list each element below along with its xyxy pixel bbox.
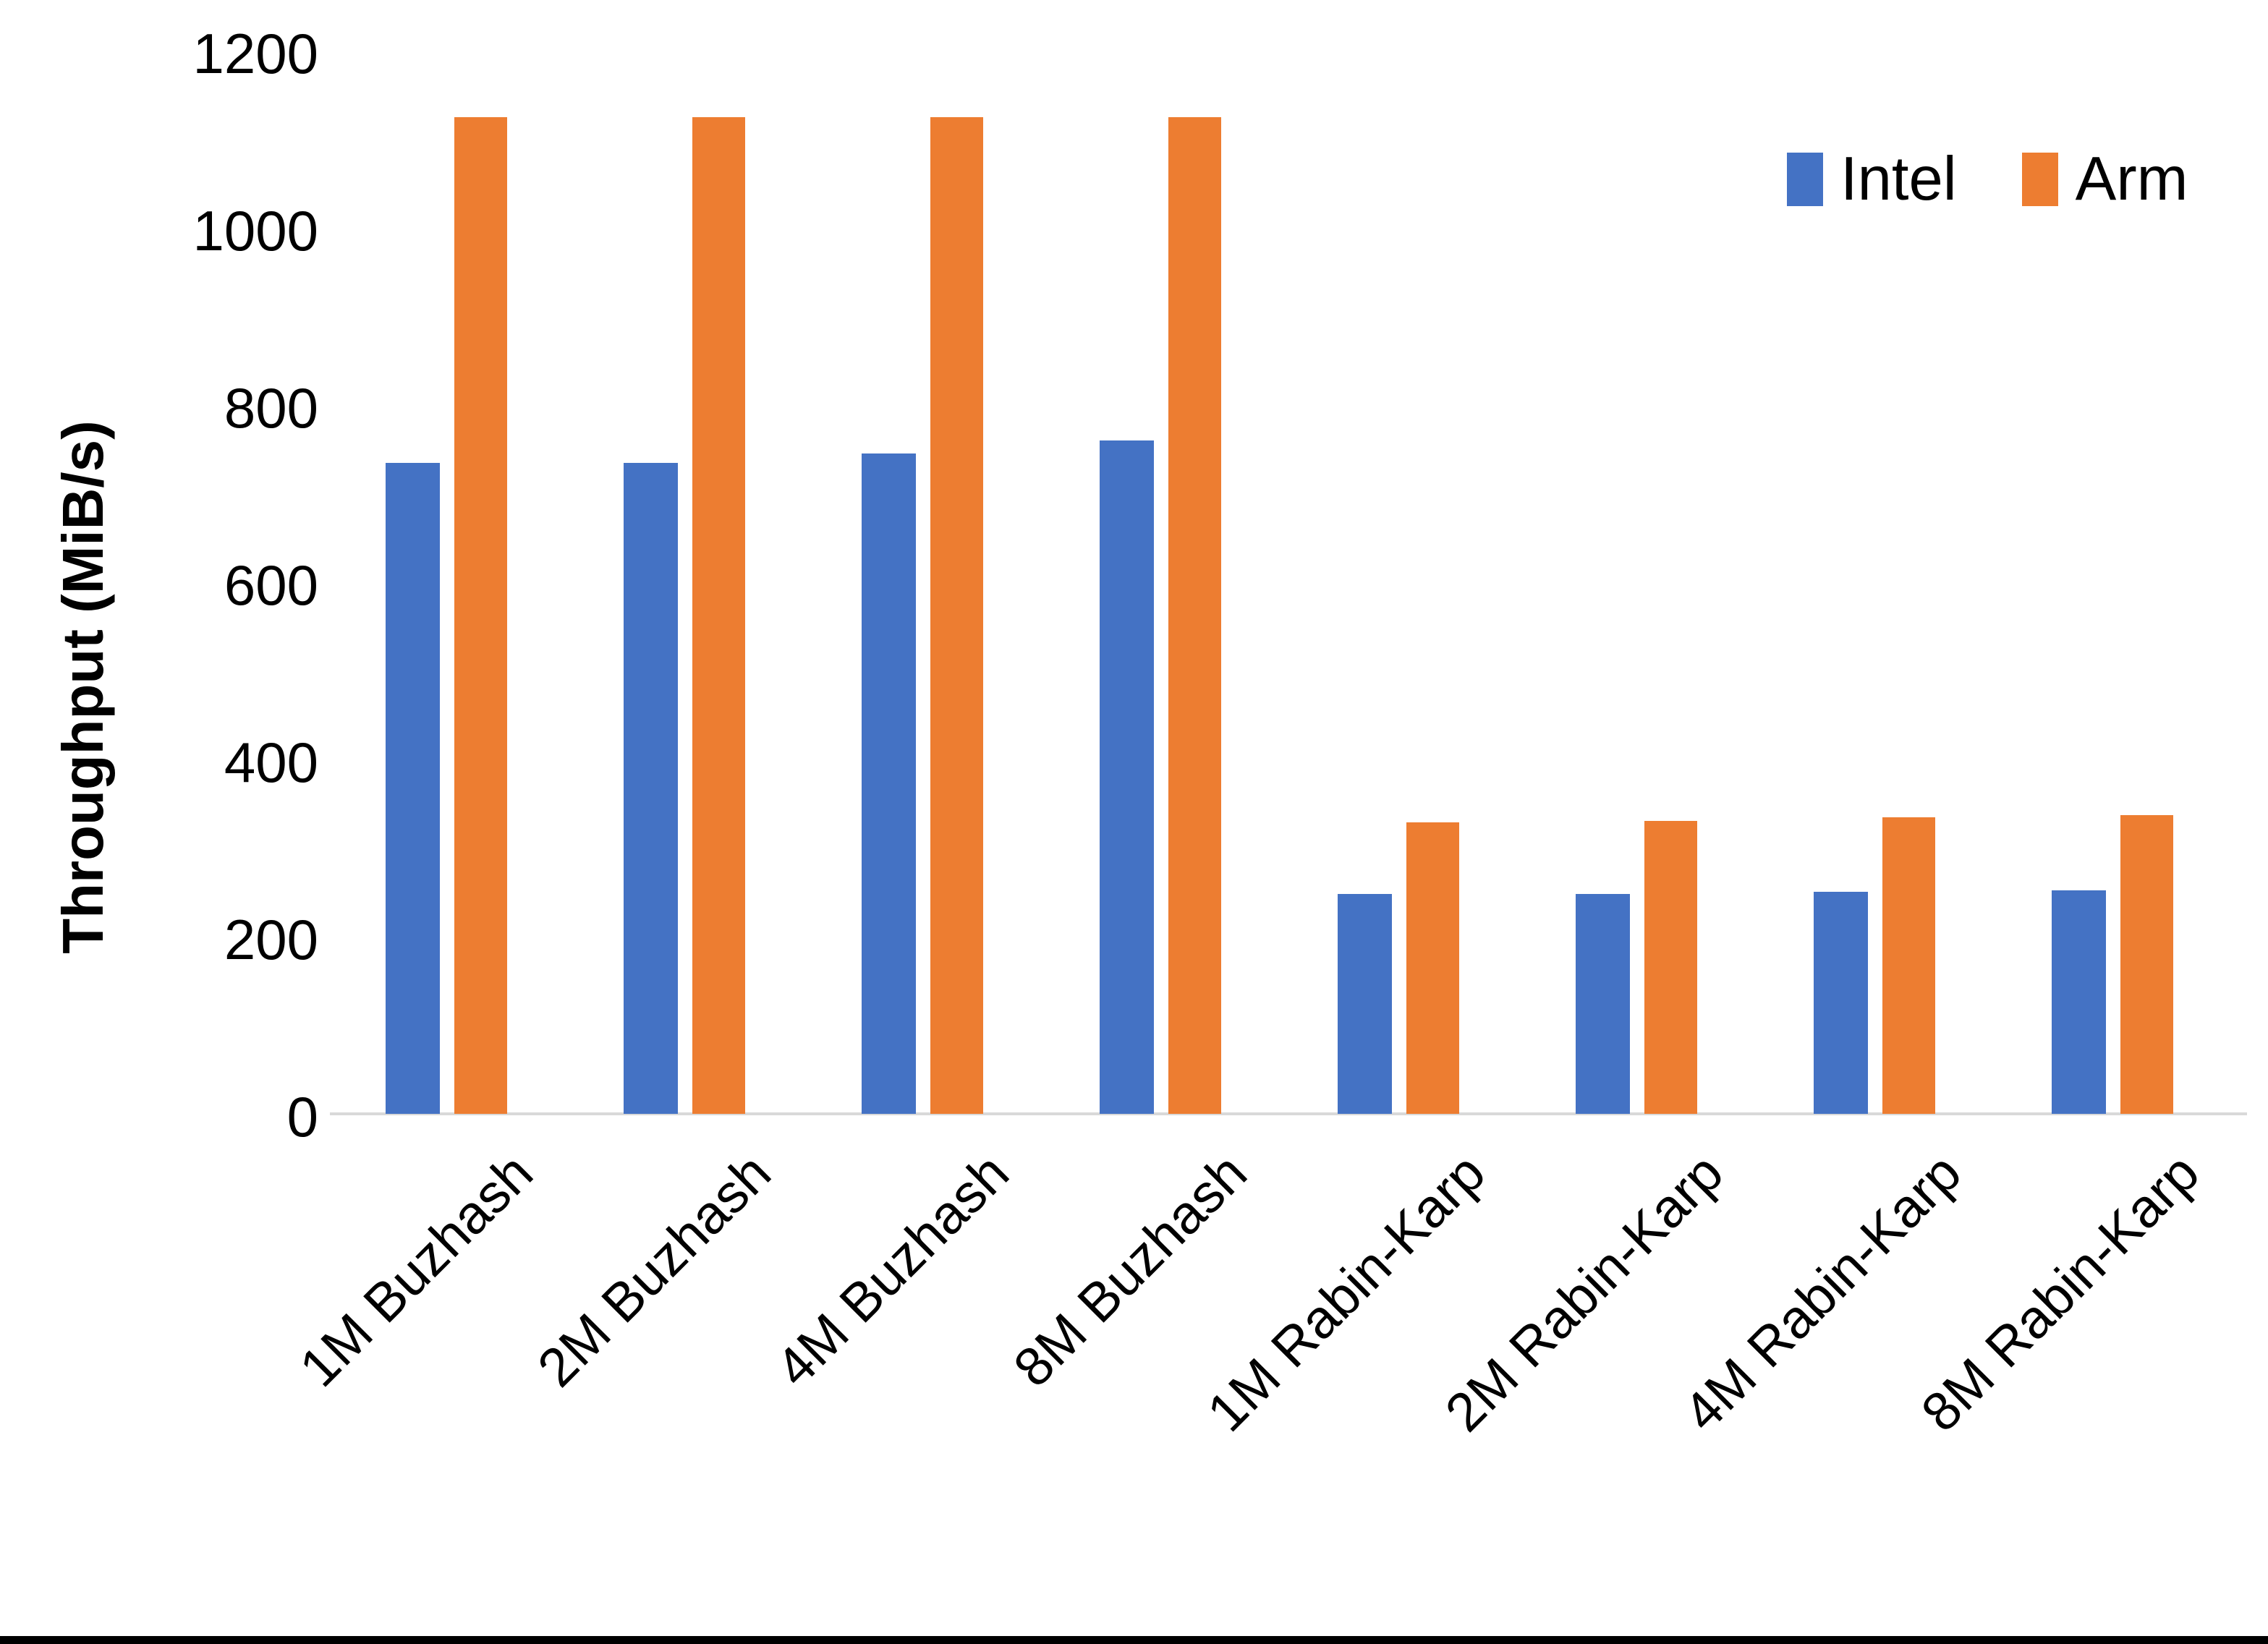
x-tick-label-4m-buzhash: 4M Buzhash <box>763 1141 1021 1398</box>
bar-intel-1m-rabin-karp <box>1338 894 1392 1114</box>
x-tick-label-8m-buzhash: 8M Buzhash <box>1001 1141 1259 1398</box>
y-tick-label-400: 400 <box>224 731 318 794</box>
bar-intel-8m-rabin-karp <box>2052 890 2106 1114</box>
bar-arm-1m-buzhash <box>454 117 507 1114</box>
legend: Intel Arm <box>1787 145 2188 213</box>
bottom-border <box>0 1636 2268 1644</box>
bar-arm-4m-buzhash <box>930 117 983 1114</box>
bar-intel-1m-buzhash <box>386 463 440 1114</box>
bar-intel-4m-rabin-karp <box>1814 892 1868 1114</box>
bar-arm-8m-rabin-karp <box>2120 815 2173 1114</box>
legend-item-arm: Arm <box>2021 145 2188 213</box>
bar-intel-2m-buzhash <box>624 463 678 1114</box>
x-tick-label-1m-buzhash: 1M Buzhash <box>287 1141 545 1398</box>
bar-arm-4m-rabin-karp <box>1882 817 1935 1114</box>
legend-swatch-intel-icon <box>1787 152 1823 206</box>
y-tick-label-1000: 1000 <box>192 199 318 263</box>
legend-label-arm: Arm <box>2075 145 2188 213</box>
bar-intel-8m-buzhash <box>1100 440 1154 1114</box>
y-tick-label-800: 800 <box>224 376 318 440</box>
y-tick-label-0: 0 <box>286 1085 318 1149</box>
bar-arm-1m-rabin-karp <box>1406 822 1459 1114</box>
legend-swatch-arm-icon <box>2021 152 2058 206</box>
x-tick-label-2m-buzhash: 2M Buzhash <box>525 1141 783 1398</box>
x-axis-line <box>330 1112 2247 1115</box>
bar-arm-2m-rabin-karp <box>1644 821 1697 1114</box>
bar-intel-2m-rabin-karp <box>1576 894 1630 1114</box>
y-tick-label-600: 600 <box>224 553 318 617</box>
y-tick-label-1200: 1200 <box>192 22 318 85</box>
legend-item-intel: Intel <box>1787 145 1957 213</box>
y-axis-title: Throughput (MiB/s) <box>51 420 115 954</box>
y-tick-label-200: 200 <box>224 908 318 971</box>
bar-intel-4m-buzhash <box>862 453 916 1114</box>
bar-arm-2m-buzhash <box>692 117 745 1114</box>
bar-arm-8m-buzhash <box>1168 117 1221 1114</box>
legend-label-intel: Intel <box>1840 145 1957 213</box>
